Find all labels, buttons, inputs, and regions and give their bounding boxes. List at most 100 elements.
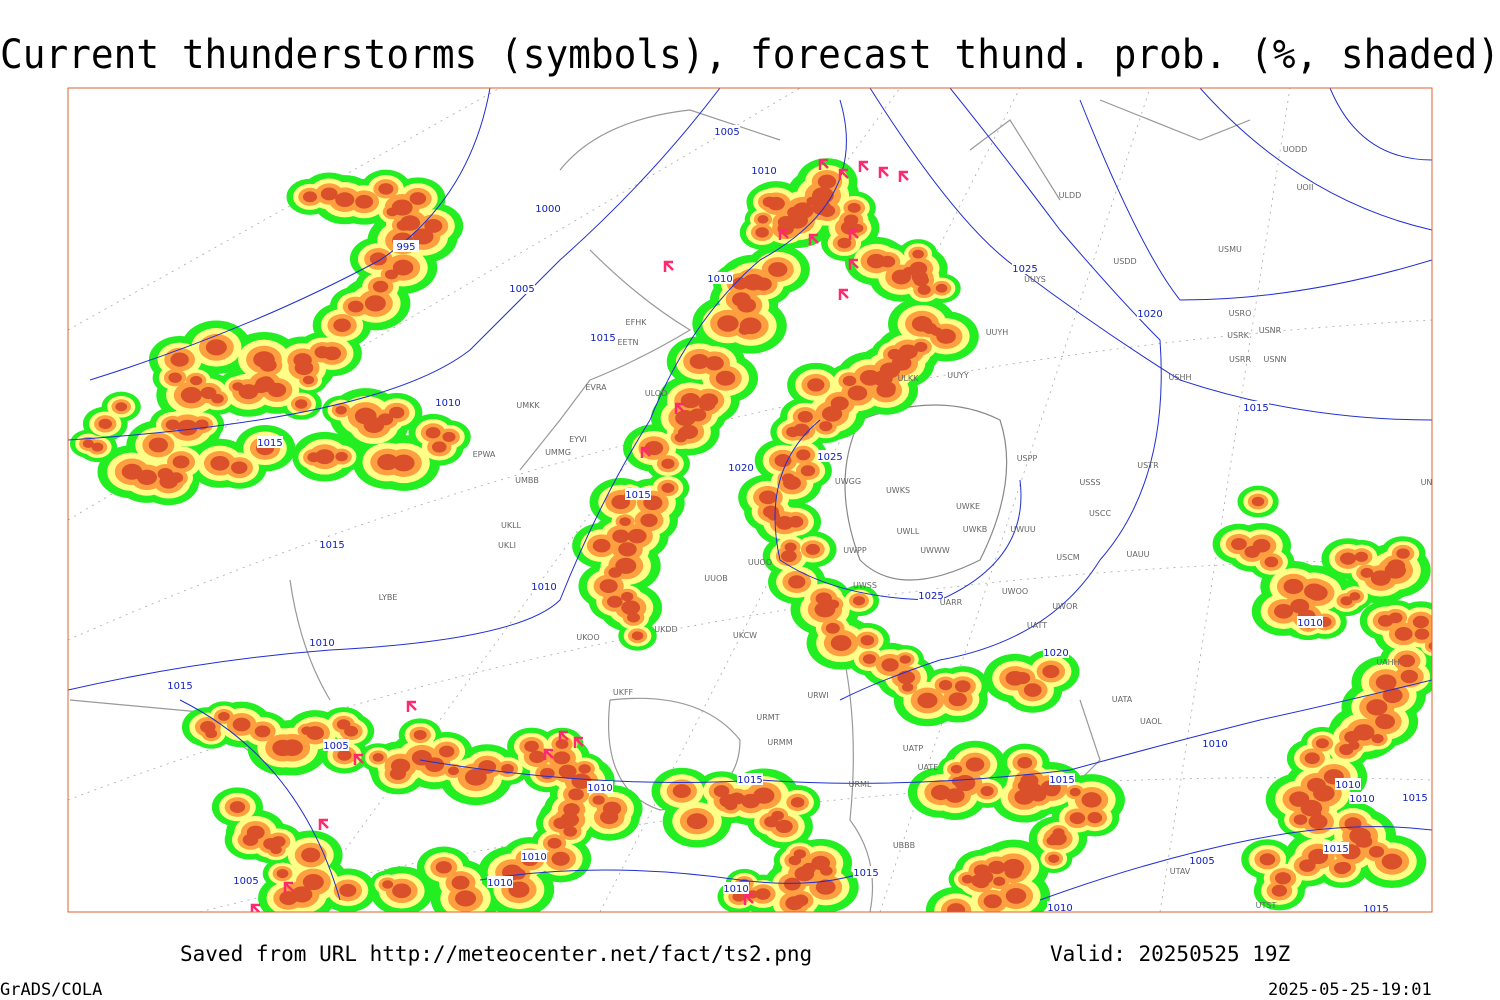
storm-symbol [838,168,849,180]
station-label: EYVI [569,435,587,444]
shade-cell [627,528,647,544]
shade-cell [392,454,415,472]
shade-cell [389,767,407,780]
shade-cell [82,439,94,449]
shade-cell [448,766,460,776]
station-label: UOII [1297,183,1314,192]
valid-time: Valid: 20250525 19Z [1050,942,1290,966]
shade-cell [821,406,843,422]
map-labels: 1005 1010 1000 995 1005 1010 1025 1015 1020 1010 1… [167,125,1432,914]
isobar-label-box [714,125,740,137]
isobar-label-box [1047,901,1073,912]
shade-cell [294,360,314,376]
shade-cell [951,777,963,786]
station-label: LYBE [379,593,398,602]
shade-cell [796,449,811,461]
station-label: UUOO [748,558,772,567]
shade-cell [335,192,355,208]
software: GrADS/COLA [0,980,102,1000]
shade-cell [177,419,198,436]
shade-cell [413,729,427,740]
station-label: UUOB [704,574,728,583]
shade-cell [755,888,771,900]
shade-cell [563,826,577,837]
storm-symbol [318,818,329,830]
storm-symbol [674,402,685,414]
isobar-label-box [918,589,944,601]
shade-cell [1340,552,1356,565]
storm-symbol [808,233,819,245]
shade-cell [270,845,282,855]
station-label: EFHK [626,318,648,327]
shade-cell [451,875,470,890]
station-label: UATA [1112,695,1133,704]
shade-cell [911,270,928,284]
shade-cell [347,300,364,313]
isobar-label: 1010 [1047,903,1072,914]
shade-cell [1354,551,1369,562]
shade-cell [254,725,271,738]
shade-cell [847,385,868,401]
isobar-label: 1000 [535,204,560,215]
isobar-label-box [531,580,557,592]
shade-cell [881,658,899,672]
shade-cell [302,873,324,891]
shade-cell [148,437,168,453]
station-label: ULOD [645,389,667,398]
isobar-label: 1015 [167,681,192,692]
shade-cell [205,339,227,356]
shade-cell [1424,639,1432,653]
shade-cell [830,635,852,652]
isobar-label: 1010 [309,638,334,649]
shade-cell [741,793,761,809]
storm-symbol [898,170,909,182]
shade-cell [788,575,806,589]
shade-cell [713,785,730,798]
isobar-label: 1010 [587,783,612,794]
shade-cell [333,318,351,333]
shade-cell [948,692,967,707]
station-label: UAOL [1140,717,1162,726]
station-label: USDD [1113,257,1136,266]
storm-symbol [640,446,651,458]
shade-cell [1360,567,1374,578]
shade-cell [170,352,189,367]
shade-cell [768,262,788,277]
storm-symbol [283,881,294,893]
shade-cell [425,427,441,439]
storm-symbol [878,166,889,178]
storm-symbol [858,160,869,172]
isobar-label: 1015 [737,775,762,786]
station-label: USTR [1137,461,1159,470]
isobar-label-box [435,396,461,408]
shade-cell [377,454,399,471]
station-label: UMKK [516,401,540,410]
shade-cell [431,441,447,453]
shade-cell [547,837,562,849]
shade-cell [302,191,318,203]
shade-cell [1005,888,1027,904]
station-label: UATT [1027,621,1047,630]
station-label: EVRA [585,383,607,392]
shade-cell [1274,603,1294,619]
station-label: UWPP [843,546,867,555]
shade-cell [382,880,394,889]
isobar-label: 1020 [1137,309,1162,320]
isobar-label-box [1363,902,1389,912]
shade-cell [819,421,833,432]
shade-cell [372,753,384,762]
shade-cell [439,745,455,758]
isobar-label: 1015 [1402,793,1427,804]
shade-cell [1396,548,1410,559]
shade-cell [1348,741,1360,750]
station-label: UWLL [897,527,920,536]
station-label: URWI [807,691,828,700]
station-label: UUYY [947,371,969,380]
shade-cell [238,384,259,400]
isobar-label-box [1402,791,1428,803]
station-label: UWKE [956,502,980,511]
shade-cell [672,784,691,799]
shade-cell [935,283,948,293]
station-label: URML [849,780,872,789]
shade-cell [180,387,202,404]
